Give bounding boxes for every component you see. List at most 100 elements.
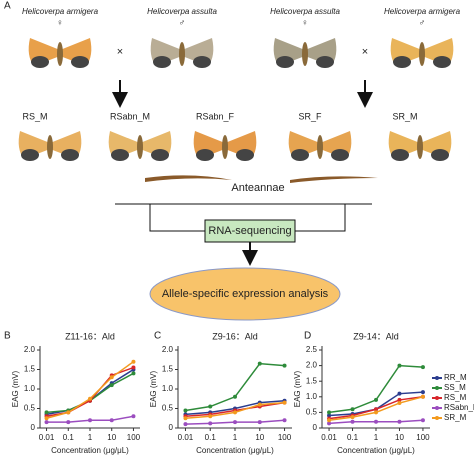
y-tick-label: 2.0 [24, 345, 36, 354]
offspring-label: RSabn_F [196, 111, 235, 121]
data-point [44, 410, 49, 415]
chart-title: Z9-16：Ald [212, 331, 258, 341]
y-tick-label: 0 [313, 423, 318, 432]
legend-marker [435, 406, 439, 410]
moth [150, 38, 214, 68]
y-tick-label: 0.5 [306, 408, 318, 417]
data-point [374, 407, 378, 412]
data-point [397, 419, 402, 424]
x-tick-label: 10 [107, 433, 116, 442]
series-line [328, 364, 423, 414]
legend-marker [435, 386, 439, 390]
offspring-label: SR_F [298, 111, 322, 121]
data-point [327, 418, 332, 423]
species: Helicoverpa assulta [270, 7, 340, 16]
x-tick-label: 1 [374, 433, 379, 442]
y-tick-label: 1.0 [24, 384, 36, 393]
cross: × [362, 46, 368, 58]
legend-marker [435, 416, 439, 420]
x-tick-label: 0.1 [63, 433, 75, 442]
data-point [282, 363, 287, 368]
data-point [44, 420, 49, 425]
y-axis-label: EAG (mV) [293, 370, 302, 407]
species: Helicoverpa armigera [384, 7, 461, 16]
analysis-ellipse [149, 267, 341, 321]
x-tick-label: 10 [255, 433, 264, 442]
legend-marker [435, 396, 439, 400]
moth [28, 38, 92, 68]
data-point [374, 419, 378, 424]
x-tick-label: 0.01 [178, 433, 194, 442]
data-point [183, 416, 188, 421]
x-tick-label: 1 [233, 433, 238, 442]
legend-label: RR_M [444, 373, 467, 382]
series-line [46, 368, 134, 416]
x-tick-label: 1 [88, 433, 93, 442]
data-point [397, 401, 402, 406]
x-axis-label: Concentration (μg/μL) [337, 446, 415, 455]
offspring-label: SR_M [392, 111, 417, 121]
y-tick-label: 1.5 [162, 365, 174, 374]
data-point [397, 363, 402, 368]
series-line [46, 372, 134, 414]
x-axis-label: Concentration (μg/μL) [196, 446, 274, 455]
y-tick-label: 1.5 [24, 365, 36, 374]
x-tick-label: 10 [395, 433, 404, 442]
data-point [183, 408, 188, 413]
data-point [109, 418, 114, 423]
legend-label: SS_M [444, 383, 466, 392]
data-point [282, 400, 287, 405]
legend-label: RS_M [444, 393, 467, 402]
data-point [88, 418, 92, 423]
chart-title: Z11-16：Ald [65, 331, 115, 341]
data-point [257, 402, 262, 407]
data-point [208, 414, 213, 419]
legend-label: RSabn_M [444, 403, 474, 412]
sex: ♂ [179, 17, 186, 27]
connector [149, 204, 205, 232]
moth [288, 131, 352, 161]
y-tick-label: 0.5 [24, 404, 36, 413]
data-point [327, 413, 332, 418]
offspring-label: RSabn_M [110, 111, 150, 121]
y-tick-label: 2.0 [306, 361, 318, 370]
data-point [397, 391, 402, 396]
panel-label: C [154, 331, 161, 342]
panel-label: B [4, 331, 11, 342]
data-point [66, 410, 71, 415]
x-tick-label: 0.01 [39, 433, 55, 442]
data-point [131, 414, 136, 419]
data-point [66, 420, 71, 425]
x-tick-label: 100 [416, 433, 430, 442]
data-point [350, 407, 355, 412]
y-tick-label: 0 [31, 423, 36, 432]
data-point [257, 420, 262, 425]
moth [108, 131, 172, 161]
data-point [282, 418, 287, 423]
y-tick-label: 1.5 [306, 376, 318, 385]
species: Helicoverpa armigera [22, 7, 99, 16]
legend-label: SR_M [444, 413, 467, 422]
species: Helicoverpa assulta [147, 7, 217, 16]
chart-title: Z9-14：Ald [353, 331, 399, 341]
legend-marker [435, 376, 439, 380]
data-point [257, 361, 262, 366]
y-tick-label: 2.5 [306, 345, 318, 354]
data-point [374, 410, 378, 415]
x-tick-label: 100 [278, 433, 292, 442]
y-tick-label: 0 [169, 423, 174, 432]
panel-label: D [304, 331, 311, 342]
moth [388, 131, 452, 161]
data-point [233, 420, 237, 425]
x-tick-label: 100 [127, 433, 141, 442]
moth [193, 131, 257, 161]
offspring-label: RS_M [22, 111, 47, 121]
data-point [44, 416, 49, 421]
tissue: Anteannae [231, 182, 284, 194]
data-point [109, 383, 114, 388]
sex: ♂ [419, 17, 426, 27]
analysis: Allele-specific expression analysis [162, 288, 329, 300]
data-point [109, 375, 114, 380]
y-axis-label: EAG (mV) [149, 370, 158, 407]
